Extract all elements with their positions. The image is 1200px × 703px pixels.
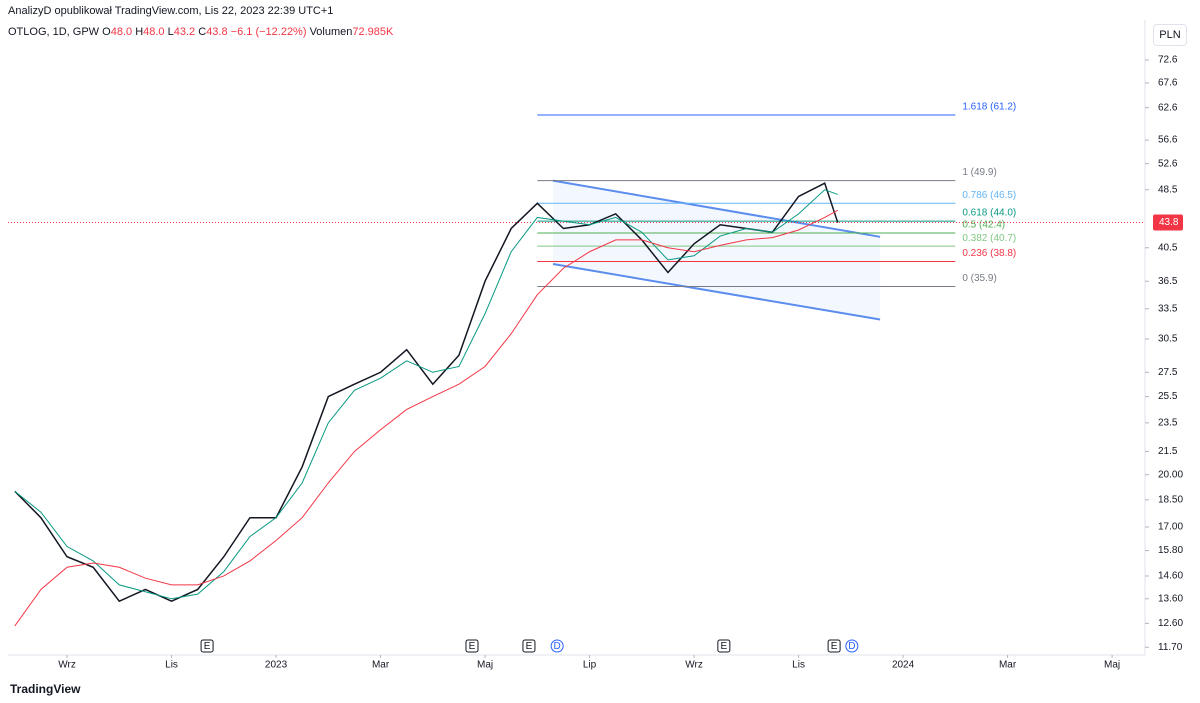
change: −6.1 (−12.22%) [230, 26, 307, 38]
x-tick-label: Lip [583, 660, 597, 671]
y-tick-label: 27.5 [1158, 367, 1178, 378]
event-marker: E [827, 639, 841, 653]
y-tick-label: 21.5 [1158, 446, 1178, 457]
event-marker: E [200, 639, 214, 653]
x-tick-label: Mar [999, 660, 1017, 671]
y-tick-label: 56.6 [1158, 135, 1178, 146]
x-tick-label: 2023 [265, 660, 288, 671]
x-tick-label: Maj [1104, 660, 1120, 671]
y-tick-label: 18.50 [1158, 494, 1183, 505]
event-marker: E [717, 639, 731, 653]
event-label: E [204, 641, 211, 652]
x-tick-label: Wrz [685, 660, 703, 671]
y-tick-label: 17.00 [1158, 522, 1183, 533]
y-tick-label: 14.60 [1158, 571, 1183, 582]
y-tick-label: 40.5 [1158, 242, 1178, 253]
event-marker: E [465, 639, 479, 653]
ohlc-item: H [135, 26, 144, 38]
event-badge [845, 639, 859, 653]
legend: OTLOG, 1D, GPW O48.0 H48.0 L43.2 C43.8 −… [8, 26, 393, 38]
fib-label: 0.618 (44.0) [962, 208, 1016, 219]
channel-line [552, 179, 881, 238]
fib-label: 0 (35.9) [962, 273, 996, 284]
ohlc-item: O [102, 26, 111, 38]
last-price-badge [1153, 214, 1183, 231]
y-tick-label: 62.6 [1158, 102, 1178, 113]
y-tick-label: 20.00 [1158, 469, 1183, 480]
fib-label: 1.618 (61.2) [962, 102, 1016, 113]
ohlc-item: 43.2 [173, 26, 196, 38]
event-badge [717, 639, 731, 653]
event-badge [522, 639, 536, 653]
event-label: E [469, 641, 476, 652]
event-marker: D [550, 639, 564, 653]
x-tick-label: Wrz [58, 660, 76, 671]
x-tick-label: Mar [372, 660, 390, 671]
event-label: E [831, 641, 838, 652]
volume-key: Volumen [309, 26, 353, 38]
ohlc-item: C [198, 26, 207, 38]
y-tick-label: 36.5 [1158, 276, 1178, 287]
footer-logo: TradingView [10, 682, 81, 696]
currency-button[interactable]: PLN [1153, 24, 1187, 46]
fib-label: 0.236 (38.8) [962, 248, 1016, 259]
price-line [14, 209, 838, 627]
event-label: E [721, 641, 728, 652]
y-tick-label: 33.5 [1158, 303, 1178, 314]
y-tick-label: 12.60 [1158, 618, 1183, 629]
y-tick-label: 52.6 [1158, 158, 1178, 169]
event-label: D [848, 641, 855, 652]
ohlc-item: 43.8 [206, 26, 228, 38]
x-tick-label: Lis [165, 660, 178, 671]
y-tick-label: 15.80 [1158, 545, 1183, 556]
channel-fill [552, 180, 881, 320]
y-tick-label: 67.6 [1158, 78, 1178, 89]
event-badge [827, 639, 841, 653]
y-tick-label: 13.60 [1158, 593, 1183, 604]
event-badge [550, 639, 564, 653]
symbol: OTLOG, 1D, GPW [8, 26, 100, 38]
fib-label: 0.786 (46.5) [962, 190, 1016, 201]
last-price-label: 43.8 [1159, 217, 1179, 228]
price-line [14, 182, 839, 603]
ohlc-item: 48.0 [143, 26, 165, 38]
channel-line [552, 263, 881, 321]
event-badge [465, 639, 479, 653]
ohlc-item: 48.0 [110, 26, 133, 38]
x-tick-label: Lis [792, 660, 805, 671]
price-line [14, 189, 838, 600]
y-tick-label: 11.70 [1158, 642, 1183, 653]
x-tick-label: Maj [477, 660, 493, 671]
volume: 72.985K [352, 26, 394, 38]
publish-info: AnalizyD opublikował TradingView.com, Li… [8, 5, 334, 17]
ohlc-item: L [167, 26, 174, 38]
event-badge [200, 639, 214, 653]
fib-label: 1 (49.9) [962, 167, 996, 178]
y-tick-label: 72.6 [1158, 55, 1178, 66]
fib-label: 0.382 (40.7) [962, 233, 1016, 244]
event-marker: E [522, 639, 536, 653]
y-tick-label: 30.5 [1158, 334, 1178, 345]
y-tick-label: 48.5 [1158, 184, 1178, 195]
event-label: E [526, 641, 533, 652]
event-marker: D [845, 639, 859, 653]
fib-label: 0.5 (42.4) [962, 220, 1005, 231]
x-tick-label: 2024 [892, 660, 915, 671]
ohlc: O48.0 H48.0 L43.2 C43.8 [102, 26, 231, 38]
y-tick-label: 23.5 [1158, 417, 1178, 428]
event-label: D [554, 641, 561, 652]
y-tick-label: 25.5 [1158, 391, 1178, 402]
